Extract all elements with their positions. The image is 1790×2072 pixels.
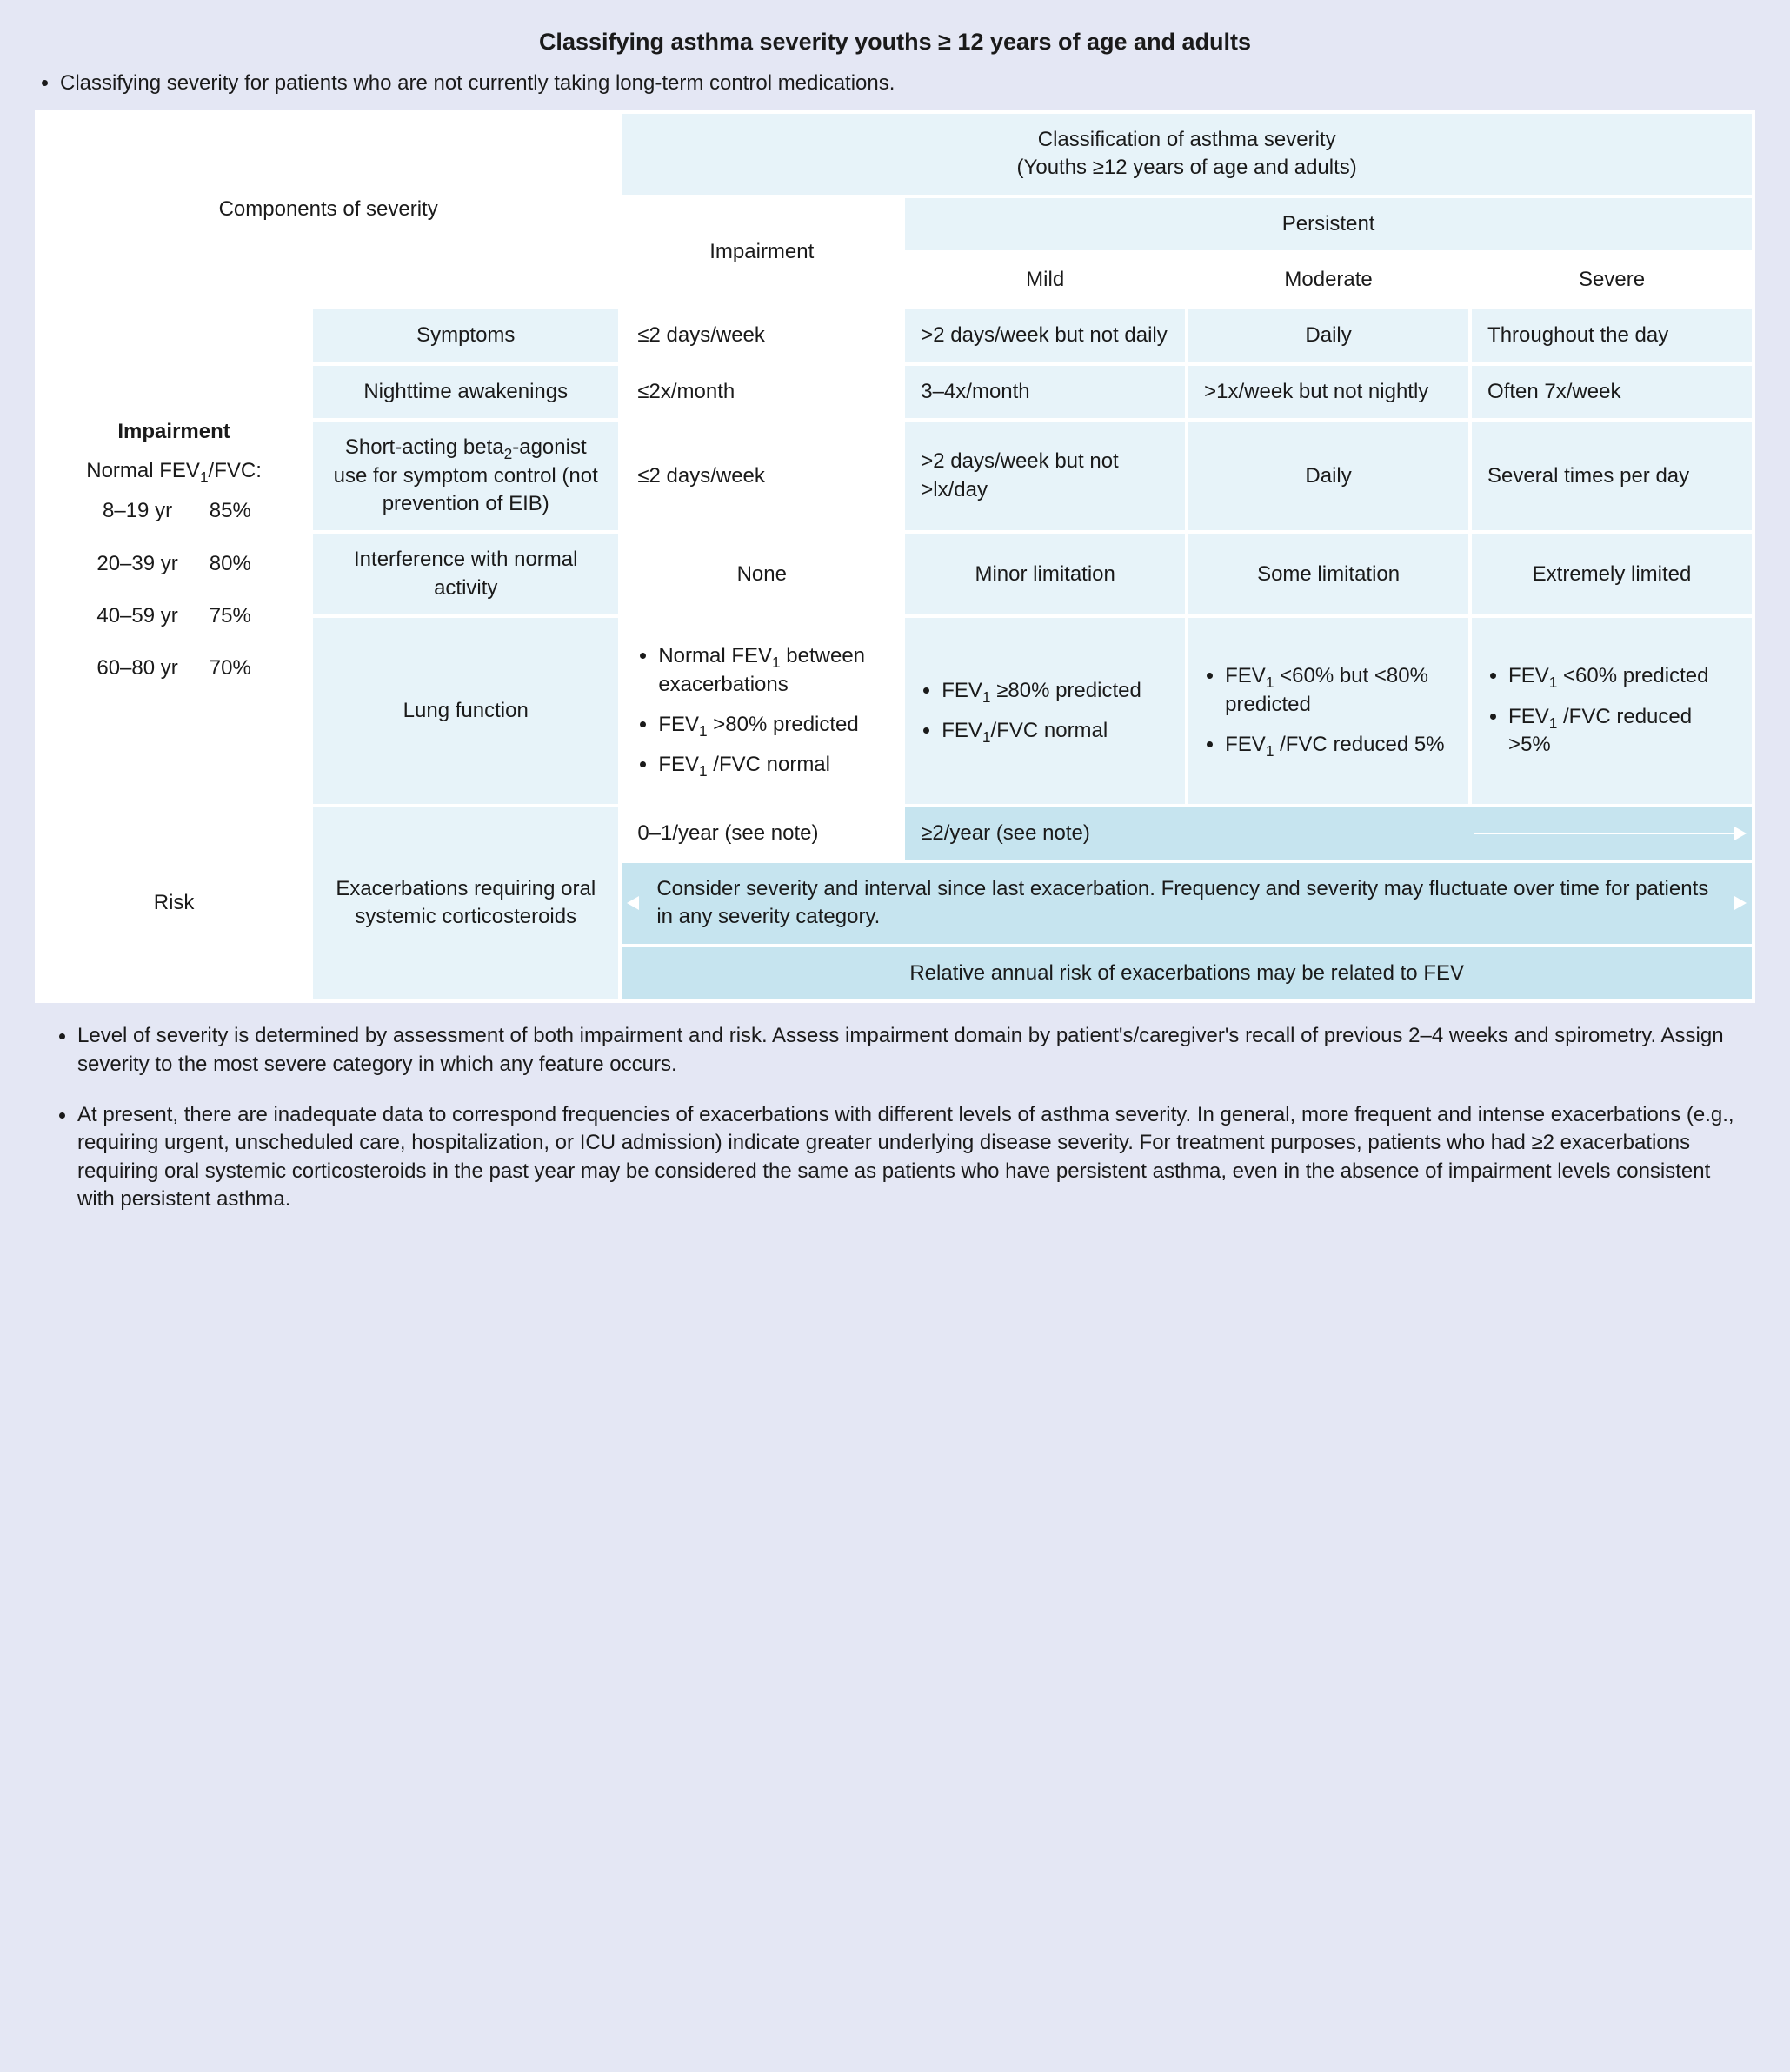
row-symptoms-label: Symptoms: [313, 309, 618, 362]
hdr-persistent: Persistent: [905, 198, 1752, 250]
row-exac-note2: Relative annual risk of exacerbations ma…: [622, 947, 1752, 999]
row-symptoms-c1: ≤2 days/week: [622, 309, 902, 362]
row-exac-note1: Consider severity and interval since las…: [622, 863, 1752, 944]
fev-pct-3: 70%: [194, 642, 267, 694]
row-night-c3: >1x/week but not nightly: [1188, 366, 1468, 418]
bullet-icon: [59, 1112, 65, 1119]
arrow-left-icon: [627, 896, 639, 910]
fev-age-1: 20–39 yr: [81, 538, 193, 590]
hdr-severe: Severe: [1472, 254, 1752, 306]
hdr-moderate: Moderate: [1188, 254, 1468, 306]
row-lung-label: Lung function: [313, 618, 618, 804]
row-saba-c3: Daily: [1188, 422, 1468, 530]
hdr-classification-l1: Classification of asthma severity: [637, 126, 1736, 154]
arrow-right-icon: [1734, 827, 1747, 840]
row-exac-note1-text: Consider severity and interval since las…: [656, 877, 1708, 928]
severity-table: Components of severity Classification of…: [35, 110, 1755, 1003]
lung-c3-1: FEV1 /FVC reduced 5%: [1225, 731, 1453, 759]
row-interf-c3: Some limitation: [1188, 534, 1468, 614]
row-saba-c1: ≤2 days/week: [622, 422, 902, 530]
arrow-right2-icon: [1734, 896, 1747, 910]
hdr-classification: Classification of asthma severity (Youth…: [622, 114, 1752, 195]
lung-c4-1: FEV1 /FVC reduced >5%: [1508, 703, 1736, 760]
lung-c4-0: FEV1 <60% predicted: [1508, 662, 1736, 690]
fev-pct-0: 85%: [194, 485, 267, 537]
risk-rowhead: Risk: [38, 807, 309, 1000]
row-exac-label: Exacerbations requiring oral systemic co…: [313, 807, 618, 1000]
hdr-classification-l2: (Youths ≥12 years of age and adults): [637, 154, 1736, 182]
fev-label: Normal FEV1/FVC:: [54, 457, 294, 485]
hdr-mild: Mild: [905, 254, 1185, 306]
row-saba-c2: >2 days/week but not >lx/day: [905, 422, 1185, 530]
footnotes: Level of severity is determined by asses…: [35, 1022, 1755, 1213]
row-night-c1: ≤2x/month: [622, 366, 902, 418]
row-symptoms-c2: >2 days/week but not daily: [905, 309, 1185, 362]
subtitle-row: Classifying severity for patients who ar…: [35, 70, 1755, 97]
row-exac-c2-text: ≥2/year (see note): [921, 821, 1090, 845]
fev-age-2: 40–59 yr: [81, 590, 193, 642]
row-lung-c3: FEV1 <60% but <80% predicted FEV1 /FVC r…: [1188, 618, 1468, 804]
row-exac-c2: ≥2/year (see note): [905, 807, 1752, 860]
fev-age-3: 60–80 yr: [81, 642, 193, 694]
lung-c1-1: FEV1 >80% predicted: [658, 711, 886, 739]
row-symptoms-c4: Throughout the day: [1472, 309, 1752, 362]
fev-table: 8–19 yr85% 20–39 yr80% 40–59 yr75% 60–80…: [81, 485, 266, 695]
footnote-1: Level of severity is determined by asses…: [59, 1022, 1752, 1079]
row-lung-c4: FEV1 <60% predicted FEV1 /FVC reduced >5…: [1472, 618, 1752, 804]
arrow-line-icon: [1474, 833, 1734, 834]
impairment-label: Impairment: [54, 418, 294, 446]
hdr-impairment-col: Impairment: [622, 198, 902, 307]
lung-c1-2: FEV1 /FVC normal: [658, 751, 886, 779]
footnote-2-text: At present, there are inadequate data to…: [77, 1101, 1752, 1214]
lung-c1-0: Normal FEV1 between exacerbations: [658, 642, 886, 699]
row-exac-c1: 0–1/year (see note): [622, 807, 902, 860]
row-lung-c1: Normal FEV1 between exacerbations FEV1 >…: [622, 618, 902, 804]
row-saba-label: Short-acting beta2-agonist use for sympt…: [313, 422, 618, 530]
row-saba-c4: Several times per day: [1472, 422, 1752, 530]
footnote-2: At present, there are inadequate data to…: [59, 1101, 1752, 1214]
row-interf-c2: Minor limitation: [905, 534, 1185, 614]
fev-pct-2: 75%: [194, 590, 267, 642]
lung-c2-0: FEV1 ≥80% predicted: [942, 677, 1169, 705]
row-interf-label: Interference with normal activity: [313, 534, 618, 614]
row-night-label: Nighttime awakenings: [313, 366, 618, 418]
subtitle-text: Classifying severity for patients who ar…: [60, 70, 895, 97]
row-interf-c1: None: [622, 534, 902, 614]
row-lung-c2: FEV1 ≥80% predicted FEV1/FVC normal: [905, 618, 1185, 804]
row-symptoms-c3: Daily: [1188, 309, 1468, 362]
page-title: Classifying asthma severity youths ≥ 12 …: [35, 26, 1755, 57]
bullet-icon: [59, 1033, 65, 1039]
hdr-components: Components of severity: [38, 114, 618, 307]
row-interf-c4: Extremely limited: [1472, 534, 1752, 614]
row-night-c4: Often 7x/week: [1472, 366, 1752, 418]
bullet-icon: [42, 80, 48, 86]
row-night-c2: 3–4x/month: [905, 366, 1185, 418]
fev-age-0: 8–19 yr: [81, 485, 193, 537]
footnote-1-text: Level of severity is determined by asses…: [77, 1022, 1752, 1079]
fev-pct-1: 80%: [194, 538, 267, 590]
impairment-rowhead: Impairment Normal FEV1/FVC: 8–19 yr85% 2…: [38, 309, 309, 803]
lung-c2-1: FEV1/FVC normal: [942, 717, 1169, 745]
lung-c3-0: FEV1 <60% but <80% predicted: [1225, 662, 1453, 719]
